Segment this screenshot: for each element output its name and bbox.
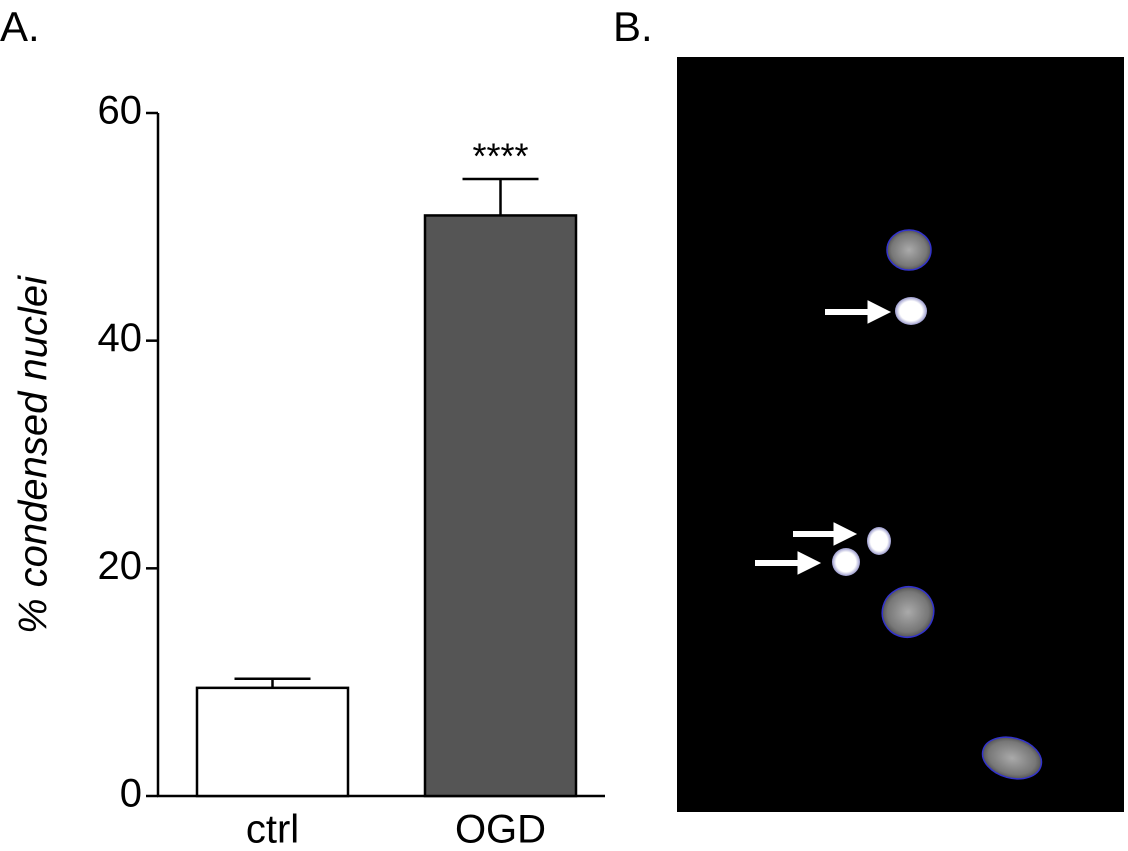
x-tick-label: OGD [455,808,546,851]
arrows [755,300,892,575]
condensed-nucleus [895,297,927,325]
bar [423,214,578,798]
x-tick-label: ctrl [246,808,299,851]
nucleus [981,736,1043,780]
condensed-nucleus [832,548,860,576]
micrograph [677,57,1124,812]
y-tick-label: 60 [98,89,143,133]
image-background [677,57,1124,812]
condensed-nucleus [867,527,891,555]
y-tick-label: 40 [98,316,143,360]
panel-label: B. [613,3,653,50]
y-tick-label: 20 [98,544,143,588]
y-tick-label: 0 [120,772,142,816]
significance: **** [472,136,528,177]
nucleus [881,585,935,639]
y-axis-label: % condensed nuclei [12,275,56,634]
nucleus [886,229,932,271]
panel-label: A. [0,3,40,50]
bar [195,686,350,798]
